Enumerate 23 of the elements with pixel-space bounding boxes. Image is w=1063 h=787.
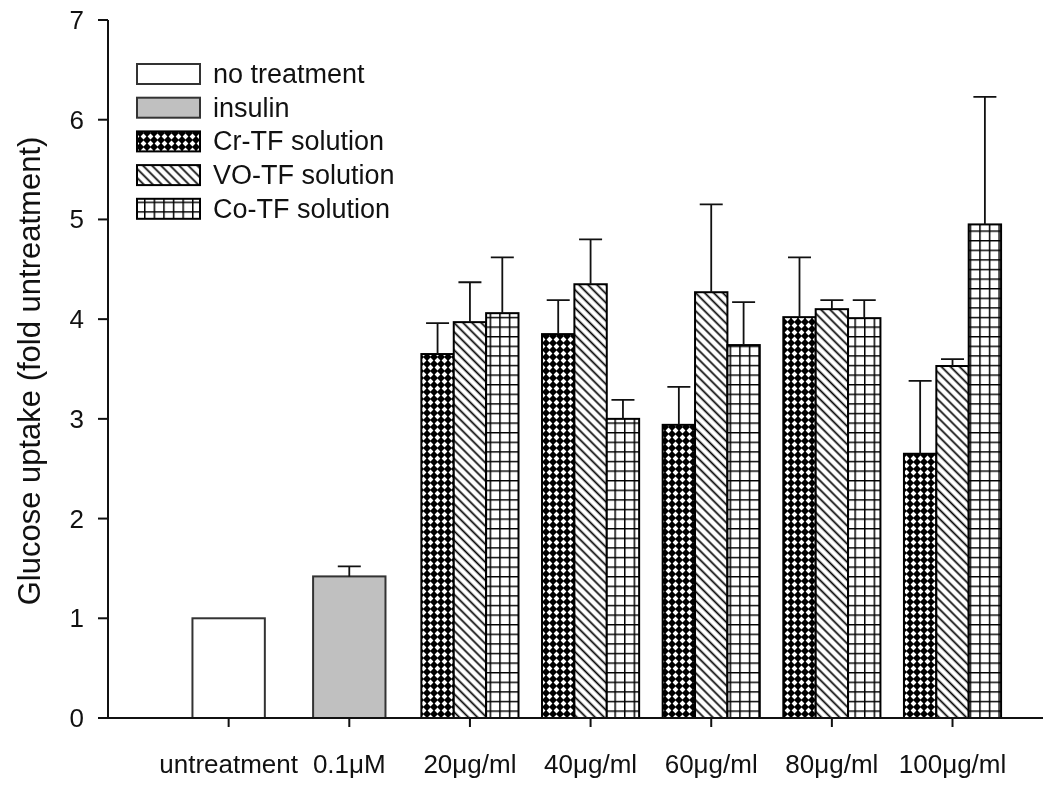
y-tick-label: 7 [69, 5, 84, 35]
x-tick-label: 20μg/ml [423, 749, 517, 779]
legend-label: no treatment [213, 59, 366, 89]
y-tick-label: 6 [69, 104, 84, 135]
x-tick-label: 100μg/ml [898, 749, 1007, 779]
legend-label: insulin [213, 92, 290, 123]
legend-label: Co-TF solution [213, 193, 391, 224]
y-tick-label: 2 [69, 503, 84, 534]
bar [191, 617, 266, 719]
y-tick-label: 3 [69, 403, 84, 434]
y-axis-title: Glucose uptake (fold untreatment) [11, 136, 47, 606]
x-tick-label: 80μg/ml [785, 749, 879, 779]
y-tick-label: 5 [69, 204, 84, 235]
y-tick-label: 1 [69, 603, 84, 634]
x-tick-label: 40μg/ml [544, 749, 638, 779]
bar [312, 575, 387, 719]
y-tick-label: 4 [69, 304, 84, 335]
legend-label: Cr-TF solution [213, 126, 385, 157]
x-tick-label: 60μg/ml [664, 749, 758, 779]
x-tick-label: 0.1μM [312, 749, 386, 779]
x-tick-label: untreatment [159, 749, 299, 779]
legend-label: VO-TF solution [213, 160, 395, 191]
y-tick-label: 0 [69, 703, 84, 733]
